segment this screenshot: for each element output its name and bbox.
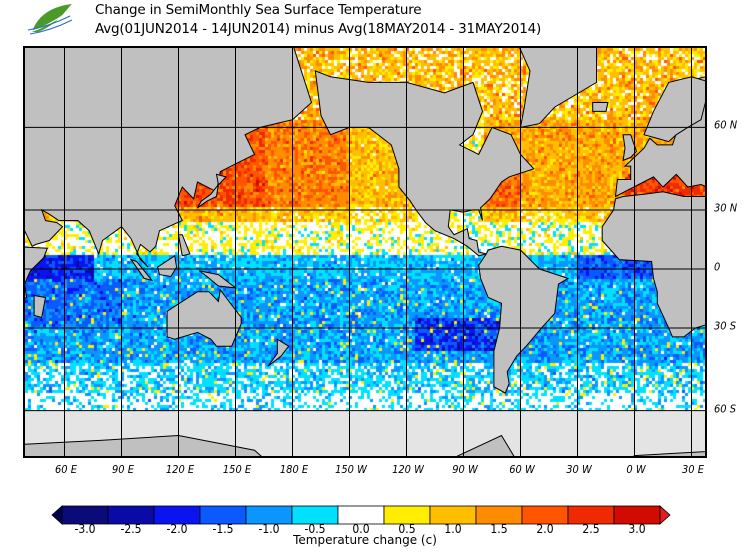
colorbar-tick-label: -3.0 bbox=[74, 522, 96, 536]
colorbar-title: Temperature change (c) bbox=[293, 533, 437, 547]
colorbar-tick-label: 2.0 bbox=[536, 522, 554, 536]
land-borneo bbox=[157, 254, 178, 278]
colorbar bbox=[51, 505, 671, 525]
land-north-america bbox=[314, 70, 535, 257]
land-asia bbox=[25, 48, 313, 268]
land-new-guinea bbox=[199, 270, 238, 289]
latitude-label: 30 S bbox=[714, 319, 737, 333]
land-antarctica bbox=[25, 434, 705, 456]
sst-change-map bbox=[23, 46, 707, 458]
longitude-label: 180 E bbox=[279, 463, 308, 476]
land-africa bbox=[601, 191, 705, 338]
land-japan bbox=[197, 173, 227, 209]
land-sumatra bbox=[129, 258, 154, 282]
land-greenland bbox=[519, 48, 597, 129]
longitude-label: 120 W bbox=[391, 463, 424, 476]
longitude-label: 60 W bbox=[508, 463, 535, 476]
longitude-label: 30 W bbox=[565, 463, 592, 476]
longitude-label: 150 W bbox=[334, 463, 367, 476]
colorbar-tick-label: -2.0 bbox=[166, 522, 188, 536]
latitude-label: 0 bbox=[714, 260, 721, 274]
colorbar-tick-label: 3.0 bbox=[628, 522, 646, 536]
land-scandinavia bbox=[643, 76, 705, 143]
colorbar-tick-label: 2.5 bbox=[582, 522, 600, 536]
latitude-label: 60 S bbox=[714, 402, 737, 416]
land-east-africa bbox=[25, 246, 49, 299]
land-madagascar bbox=[33, 294, 47, 319]
colorbar-tick-label: -1.0 bbox=[258, 522, 280, 536]
land-and-grid bbox=[25, 48, 705, 456]
longitude-label: 0 W bbox=[625, 463, 646, 476]
chart-title: Change in SemiMonthly Sea Surface Temper… bbox=[95, 2, 422, 18]
longitude-label: 30 E bbox=[681, 463, 704, 476]
colorbar-arrow-high bbox=[659, 505, 671, 525]
colorbar-tick-label: 0.5 bbox=[398, 522, 416, 536]
logo-icon bbox=[27, 4, 73, 35]
colorbar-tick-label: 1.0 bbox=[444, 522, 462, 536]
colorbar-tick-label: 0.0 bbox=[352, 522, 370, 536]
chart-subtitle: Avg(01JUN2014 - 14JUN2014) minus Avg(18M… bbox=[95, 21, 542, 37]
longitude-label: 90 E bbox=[111, 463, 134, 476]
longitude-label: 150 E bbox=[222, 463, 251, 476]
land-south-america bbox=[478, 245, 570, 394]
land-philippines bbox=[177, 234, 191, 257]
colorbar-arrow-low bbox=[51, 505, 63, 525]
latitude-label: 30 N bbox=[714, 201, 738, 215]
colorbar-tick-label: -1.5 bbox=[212, 522, 234, 536]
colorbar-tick-label: 1.5 bbox=[490, 522, 508, 536]
longitude-label: 120 E bbox=[165, 463, 194, 476]
land-british-isles bbox=[622, 134, 637, 162]
land-new-zealand bbox=[267, 338, 290, 367]
colorbar-tick-label: -2.5 bbox=[120, 522, 142, 536]
land-australia bbox=[166, 288, 242, 347]
land-iceland bbox=[592, 102, 609, 112]
colorbar-tick-label: -0.5 bbox=[304, 522, 326, 536]
latitude-label: 60 N bbox=[714, 118, 738, 132]
longitude-label: 90 W bbox=[451, 463, 478, 476]
longitude-label: 60 E bbox=[54, 463, 77, 476]
